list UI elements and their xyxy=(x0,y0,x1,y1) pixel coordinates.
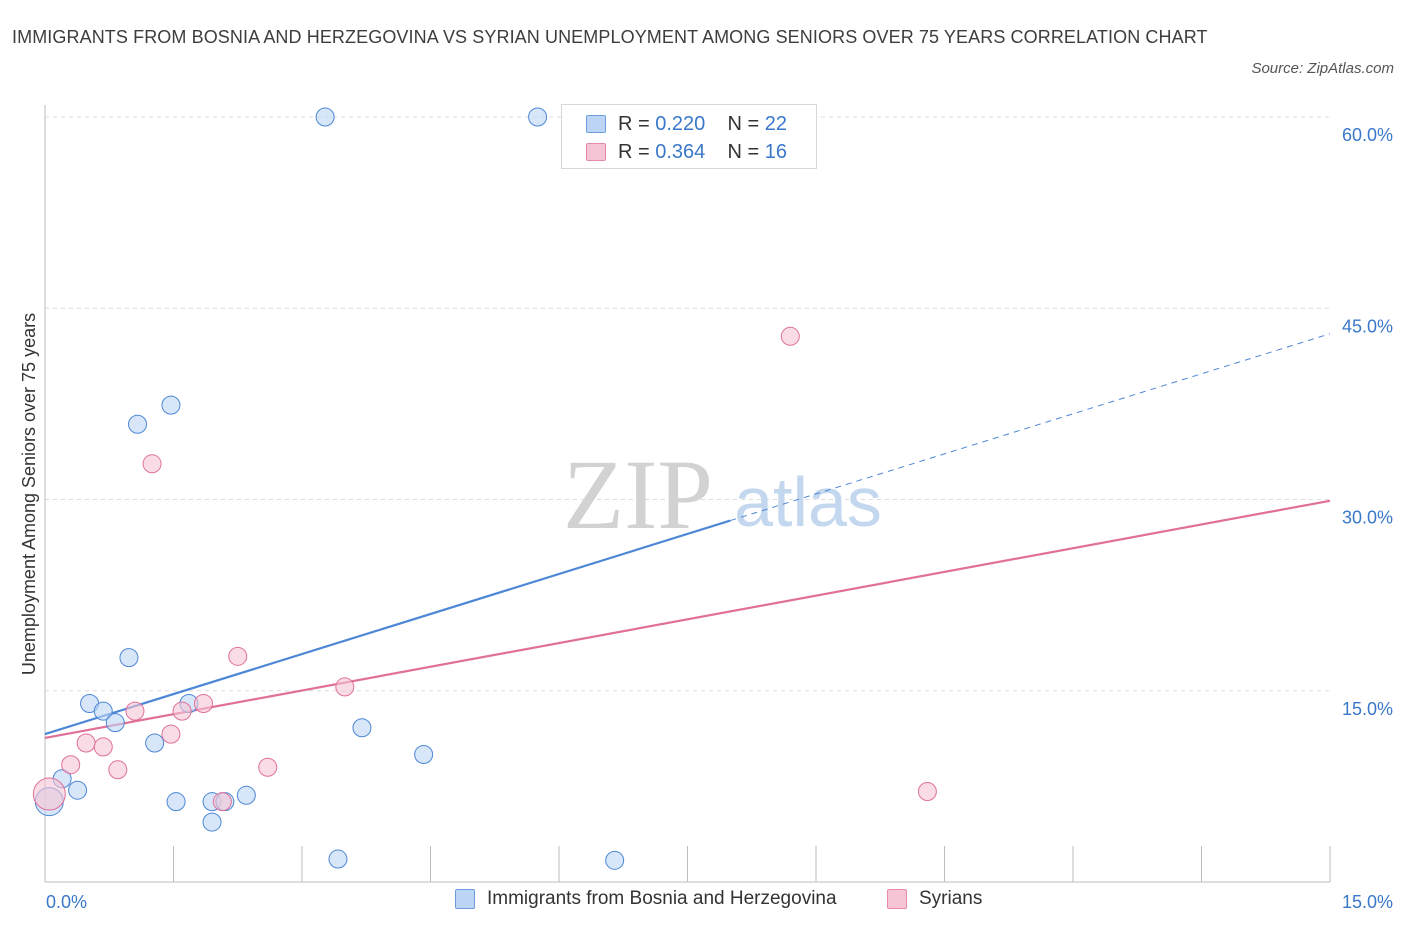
legend-swatch-syrians-bottom xyxy=(887,889,907,909)
data-point-series-1 xyxy=(212,792,232,812)
stats-legend-row-bosnia: R = 0.220 N = 22 xyxy=(586,110,787,138)
y-tick-label: 30.0% xyxy=(1342,508,1393,528)
series-legend: Immigrants from Bosnia and Herzegovina S… xyxy=(0,888,1406,918)
legend-swatch-bosnia xyxy=(586,115,606,133)
legend-item-syrians[interactable]: Syrians xyxy=(887,888,982,910)
trend-line-dashed-0 xyxy=(730,333,1331,522)
data-point-series-1 xyxy=(193,694,213,713)
data-point-series-0 xyxy=(528,107,548,127)
y-tick-label: 15.0% xyxy=(1342,699,1393,719)
n-value-bosnia: 22 xyxy=(764,112,788,135)
data-point-series-0 xyxy=(315,107,335,127)
source-label: Source: ZipAtlas.com xyxy=(1251,60,1394,77)
data-point-series-0 xyxy=(68,780,88,800)
data-point-series-1 xyxy=(32,777,66,811)
data-point-series-1 xyxy=(258,757,278,777)
data-point-series-0 xyxy=(166,792,186,812)
data-point-series-1 xyxy=(161,724,181,744)
data-point-series-1 xyxy=(76,733,96,753)
data-point-series-0 xyxy=(93,701,113,721)
x-tick-label-min: 0.0% xyxy=(46,892,87,912)
y-axis-label: Unemployment Among Seniors over 75 years xyxy=(19,313,39,675)
data-point-series-0 xyxy=(605,850,625,870)
data-point-series-1 xyxy=(172,701,192,721)
watermark: ZIP atlas xyxy=(563,439,882,550)
r-value-bosnia: 0.220 xyxy=(655,112,706,135)
chart-title: IMMIGRANTS FROM BOSNIA AND HERZEGOVINA V… xyxy=(12,27,1208,47)
legend-item-bosnia[interactable]: Immigrants from Bosnia and Herzegovina xyxy=(455,888,837,910)
data-point-series-1 xyxy=(228,646,248,666)
data-point-series-0 xyxy=(352,718,372,738)
data-point-series-0 xyxy=(236,785,256,805)
trend-lines xyxy=(44,333,1331,740)
n-value-syrians: 16 xyxy=(764,140,788,163)
legend-swatch-bosnia-bottom xyxy=(455,889,475,909)
data-point-series-1 xyxy=(142,454,162,474)
data-point-series-1 xyxy=(61,755,81,775)
grid-lines xyxy=(45,116,1330,692)
data-point-series-0 xyxy=(161,395,181,415)
y-tick-label: 45.0% xyxy=(1342,316,1393,336)
trend-line-solid-1 xyxy=(44,499,1331,740)
data-point-series-0 xyxy=(414,745,434,764)
watermark-atlas: atlas xyxy=(734,463,882,541)
axes xyxy=(44,105,1331,883)
data-point-series-1 xyxy=(125,701,145,721)
data-point-series-0 xyxy=(128,414,148,434)
legend-label-syrians: Syrians xyxy=(919,888,983,909)
x-tick-labels: 0.0% 15.0% xyxy=(46,892,1393,912)
legend-label-bosnia: Immigrants from Bosnia and Herzegovina xyxy=(487,888,837,909)
watermark-zip: ZIP xyxy=(563,439,713,550)
data-point-series-0 xyxy=(119,648,139,668)
data-point-series-1 xyxy=(335,677,355,697)
data-point-series-0 xyxy=(145,733,165,753)
data-point-series-1 xyxy=(108,760,128,780)
y-tick-label: 60.0% xyxy=(1342,125,1393,145)
r-value-syrians: 0.364 xyxy=(655,140,706,163)
x-tick-label-max: 15.0% xyxy=(1342,892,1393,912)
data-point-series-1 xyxy=(780,326,800,346)
y-tick-labels: 15.0% 30.0% 45.0% 60.0% xyxy=(1342,125,1393,719)
data-points xyxy=(32,107,937,870)
data-point-series-1 xyxy=(917,781,937,801)
legend-swatch-syrians xyxy=(586,143,606,161)
stats-legend: R = 0.220 N = 22 R = 0.364 N = 16 xyxy=(561,104,817,169)
data-point-series-0 xyxy=(105,713,125,733)
data-point-series-0 xyxy=(328,849,348,869)
data-point-series-1 xyxy=(93,737,113,757)
stats-legend-row-syrians: R = 0.364 N = 16 xyxy=(586,138,787,166)
trend-line-solid-0 xyxy=(44,519,731,736)
data-point-series-0 xyxy=(202,812,222,832)
